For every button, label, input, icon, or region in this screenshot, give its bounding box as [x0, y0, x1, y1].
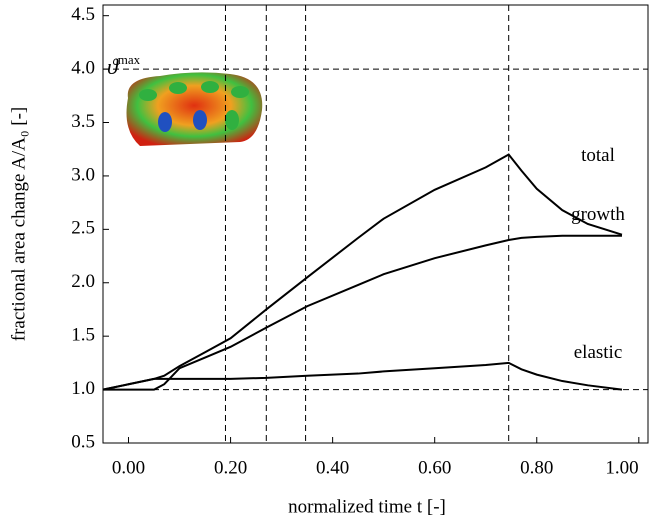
reference-label-sup: max: [118, 52, 141, 67]
y-tick-label: 1.0: [71, 378, 95, 399]
y-tick-label: 2.0: [71, 271, 95, 292]
line: [102, 361, 623, 391]
reference-label: ϑmax: [107, 52, 141, 79]
reference-label-base: ϑ: [107, 54, 119, 79]
inset-image: [126, 72, 263, 146]
y-axis-label: fractional area change A/A₀ [-]: [8, 107, 29, 342]
x-tick-label: 0.60: [418, 457, 451, 478]
y-tick-label: 0.5: [71, 431, 95, 452]
x-tick-label: 0.00: [112, 457, 145, 478]
series-label: elastic: [574, 342, 623, 363]
series-label: total: [581, 145, 615, 166]
x-axis-label: normalized time t [-]: [288, 496, 446, 517]
y-tick-label: 4.5: [71, 4, 95, 25]
y-tick-label: 3.0: [71, 164, 95, 185]
line: [103, 234, 622, 391]
series-label: growth: [571, 204, 625, 225]
x-tick-label: 0.40: [316, 457, 349, 478]
x-tick-label: 0.80: [520, 457, 553, 478]
y-tick-label: 4.0: [71, 57, 95, 78]
x-tick-label: 0.20: [214, 457, 247, 478]
y-tick-label: 1.5: [71, 325, 95, 346]
x-tick-label: 1.00: [605, 457, 638, 478]
y-tick-label: 3.5: [71, 111, 95, 132]
plot-frame: [102, 4, 649, 444]
y-tick-label: 2.5: [71, 218, 95, 239]
line: [102, 153, 623, 391]
